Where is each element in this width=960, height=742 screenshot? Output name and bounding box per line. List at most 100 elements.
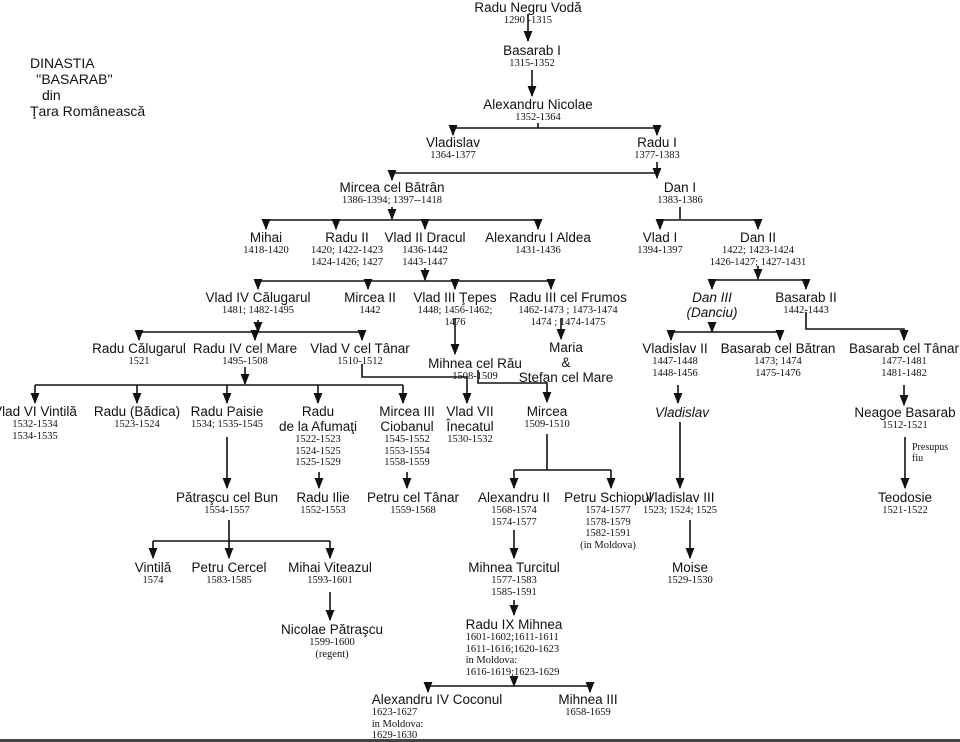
person-name: Basarab cel Bătran [720,341,836,356]
reign-dates: 1552-1553 [300,505,346,516]
reign-dates: 1422; 1423-1424 1426-1427; 1427-1431 [709,245,807,268]
person-name: Radu Călugarul [92,341,186,356]
person-node: Vlad VII Înecatul 1530-1532 [446,404,493,446]
reign-dates: 1554-1557 [204,505,250,516]
person-name: Dan II [739,230,777,245]
reign-dates: 1593-1601 [307,575,353,586]
person-name: Maria & Stefan cel Mare [518,340,614,385]
person-node: Basarab II 1442-1443 [775,290,837,317]
reign-dates: 1462-1473 ; 1473-1474 1474 ; 1474-1475 [518,305,618,328]
reign-dates: 1599-1600 (regent) [309,637,355,660]
person-name: Vlad I [642,230,678,245]
person-node: Mihnea III 1658-1659 [558,692,617,719]
person-node: Dan III (Danciu) [686,290,737,320]
person-name: Radu (Bădica) [93,404,181,419]
person-name: Dan I [663,180,697,195]
person-name: Vlad III Ţepes [413,290,497,305]
person-node: Vlad V cel Tânar 1510-1512 [310,341,410,368]
reign-dates: 1534; 1535-1545 [190,419,264,430]
reign-dates: 1495-1508 [222,356,268,367]
reign-dates: 1658-1659 [565,707,611,718]
person-name: Vintilă [134,560,172,575]
person-name: Mircea cel Bătrân [339,180,445,195]
reign-dates: 1577-1583 1585-1591 [491,575,537,598]
reign-dates: 1530-1532 [447,434,493,445]
person-node: Mihnea cel Rău 1508-1509 [428,356,522,383]
person-node: Mircea III Ciobanul 1545-1552 1553-1554 1… [379,404,435,469]
person-name: Mihai Viteazul [288,560,372,575]
person-node: Pătraşcu cel Bun 1554-1557 [176,490,278,517]
person-name: Alexandru I Aldea [485,230,591,245]
reign-dates: 1315-1352 [509,58,555,69]
reign-dates: 1545-1552 1553-1554 1558-1559 [384,434,430,468]
person-node: Radu de la Afumaţi 1522-1523 1524-1525 15… [279,404,357,469]
person-node: Mircea 1509-1510 [524,404,570,431]
person-node: Vlad VI Vintilă 1532-1534 1534-1535 [0,404,77,442]
reign-dates: 1508-1509 [452,371,498,382]
reign-dates: 1583-1585 [206,575,252,586]
reign-dates: 1473; 1474 1475-1476 [754,356,802,379]
person-node: Mircea II 1442 [344,290,396,317]
reign-dates: 1521 [128,356,150,367]
reign-dates: 1442 [359,305,381,316]
person-name: Vlad II Dracul [384,230,466,245]
person-node: Radu Paisie 1534; 1535-1545 [191,404,264,431]
person-node: Teodosie 1521-1522 [878,490,932,517]
reign-dates: 1512-1521 [882,420,928,431]
title-line: ''BASARAB'' [36,71,113,87]
person-name: Vlad VI Vintilă [0,404,77,419]
person-name: Radu Paisie [190,404,264,419]
person-name: Petru Schiopul [564,490,652,505]
person-node: Radu IX Mihnea 1601-1602;1611-1611 1611-1… [466,617,563,678]
reign-dates: 1532-1534 1534-1535 [12,419,58,442]
person-node: Basarab I 1315-1352 [503,43,561,70]
person-name: Pătraşcu cel Bun [175,490,279,505]
reign-dates: 1510-1512 [337,356,383,367]
person-name: Radu II [325,230,369,245]
title-line: din [42,87,61,103]
person-name: Basarab II [775,290,837,305]
person-name: Petru Cercel [191,560,267,575]
person-name: Vlad V cel Tânar [310,341,410,356]
person-node: Neagoe Basarab 1512-1521 [854,405,955,432]
person-name: Radu I [637,135,677,150]
person-node: Radu III cel Frumos 1462-1473 ; 1473-1474… [509,290,627,328]
person-name: Mihnea cel Rău [428,356,522,371]
title-line: DINASTIA [30,55,95,71]
person-node: Radu Călugarul 1521 [92,341,186,368]
person-name: Alexandru IV Coconul [371,692,503,707]
person-name: Radu Negru Vodă [474,0,582,15]
reign-dates: 1290 -1315 [503,15,553,26]
reign-dates: 1394-1397 [637,245,683,256]
person-node: Basarab cel Bătran 1473; 1474 1475-1476 [721,341,836,379]
reign-dates: 1559-1568 [390,505,436,516]
person-node: Vladislav II 1447-1448 1448-1456 [642,341,707,379]
person-node: Alexandru I Aldea 1431-1436 [485,230,591,257]
person-name: Mircea III Ciobanul [379,404,435,434]
person-node: Basarab cel Tânar 1477-1481 1481-1482 [849,341,959,379]
person-node: Radu Ilie 1552-1553 [296,490,349,517]
person-name: Radu III cel Frumos [509,290,627,305]
reign-dates: 1568-1574 1574-1577 [491,505,537,528]
person-name: Radu IV cel Mare [192,341,298,356]
descent-arrow [477,370,552,404]
reign-dates: 1623-1627 in Moldova: 1629-1630 [371,707,424,741]
person-node: Petru Schiopul 1574-1577 1578-1579 1582-1… [564,490,652,551]
person-name: Basarab I [503,43,561,58]
person-node: Moise 1529-1530 [667,560,713,587]
person-name: Dan III (Danciu) [686,290,738,320]
person-name: Vladislav II [642,341,708,356]
person-node: Radu II 1420; 1422-1423 1424-1426; 1427 [311,230,383,268]
reign-dates: 1477-1481 1481-1482 [881,356,927,379]
person-name: Radu IX Mihnea [465,617,563,632]
person-name: Petru cel Tânar [366,490,460,505]
person-node: Vladislav [655,405,709,420]
person-node: Petru cel Tânar 1559-1568 [367,490,459,517]
person-name: Radu Ilie [296,490,350,505]
reign-dates: 1448; 1456-1462; 1476 [417,305,493,328]
title-line: Ţara Românească [30,103,146,119]
person-name: Alexandru II [477,490,551,505]
person-node: Radu IV cel Mare 1495-1508 [193,341,297,368]
reign-dates: 1386-1394; 1397--1418 [341,195,443,206]
